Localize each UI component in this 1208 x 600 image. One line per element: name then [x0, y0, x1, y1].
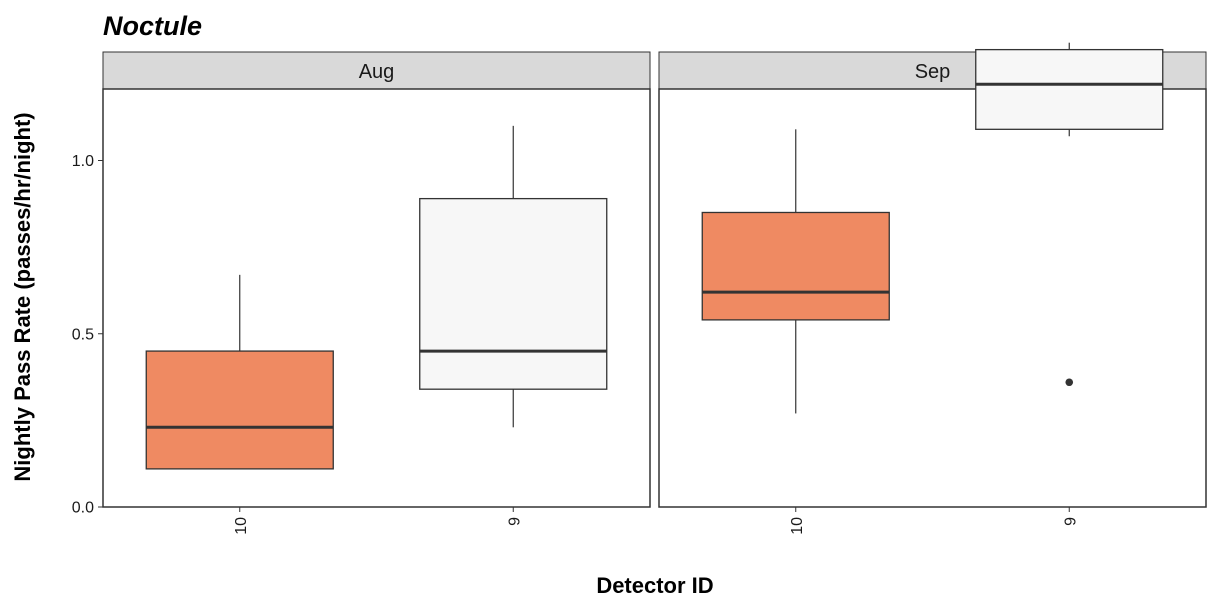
y-axis: 0.00.51.01.52.0 — [72, 153, 103, 517]
box-iqr — [419, 197, 608, 390]
facet-strip-label: Sep — [915, 61, 951, 83]
x-tick-label: 9 — [506, 517, 523, 526]
outlier-point — [1065, 378, 1074, 387]
box-aug-10 — [145, 274, 334, 470]
box-aug-9 — [419, 125, 608, 428]
box-iqr — [975, 48, 1164, 130]
y-tick-label: 1.0 — [72, 153, 94, 170]
x-tick-label: 10 — [233, 517, 250, 535]
chart-title: Noctule — [103, 11, 202, 41]
box-sep-9 — [975, 42, 1164, 387]
box-iqr — [701, 211, 890, 321]
x-axis-title: Detector ID — [596, 573, 713, 598]
facet-panel-aug: Aug 10 9 — [102, 51, 651, 535]
y-axis-title: Nightly Pass Rate (passes/hr/night) — [10, 112, 35, 481]
facet-panel-sep: Sep 10 9 — [658, 42, 1207, 535]
facet-strip — [102, 51, 651, 90]
facet-panels: Aug 10 9 Sep 10 9 — [102, 42, 1207, 535]
facet-strip-label: Aug — [359, 61, 395, 83]
box-iqr — [145, 350, 334, 470]
x-tick-label: 9 — [1062, 517, 1079, 526]
x-tick-label: 10 — [789, 517, 806, 535]
y-tick-label: 0.0 — [72, 500, 94, 517]
y-tick-label: 0.5 — [72, 326, 94, 343]
box-sep-10 — [701, 129, 890, 414]
